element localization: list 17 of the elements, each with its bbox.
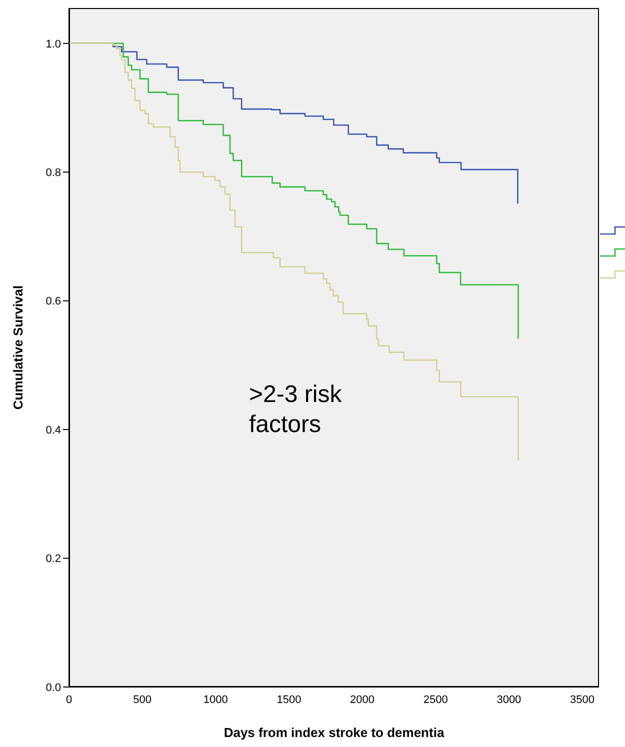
x-tick-label: 1000	[203, 694, 228, 706]
x-tick-label: 1500	[276, 694, 302, 706]
x-tick-label: 2500	[423, 694, 448, 706]
annotation: >2-3 risk factors	[249, 380, 343, 440]
y-tick-label: 0.6	[46, 296, 61, 308]
x-axis-title: Days from index stroke to dementia	[224, 725, 445, 740]
y-tick-label: 0.4	[46, 424, 61, 436]
x-tick-label: 0	[66, 694, 72, 706]
y-tick-label: 0.8	[46, 167, 61, 180]
x-tick-label: 3500	[570, 694, 595, 706]
y-tick-label: 0.0	[46, 682, 61, 694]
x-tick-label: 3000	[496, 694, 522, 706]
x-tick-label: 2000	[350, 694, 375, 706]
y-axis-title: Cumulative Survival	[10, 285, 26, 410]
x-tick-label: 500	[133, 694, 152, 706]
y-tick-label: 1.0	[46, 38, 61, 50]
y-tick-label: 0.2	[46, 553, 61, 566]
